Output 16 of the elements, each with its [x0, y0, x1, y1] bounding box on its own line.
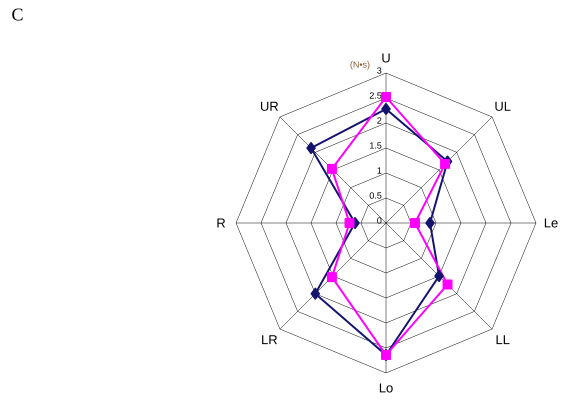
y-tick-label: 0: [377, 217, 382, 224]
spoke-label: Lo: [380, 383, 393, 393]
spoke-label: UL: [495, 102, 511, 111]
y-tick-label: 3: [377, 67, 382, 74]
spoke-label: UR: [260, 102, 278, 111]
spoke-label: LL: [496, 335, 510, 344]
y-tick-label: 1.5: [370, 142, 382, 149]
spoke-label: Le: [544, 218, 558, 228]
spoke-label: R: [217, 218, 226, 228]
text: C: [12, 8, 22, 21]
y-tick-label: 2: [377, 117, 382, 124]
y-tick-label: 0.5: [370, 192, 382, 199]
y-tick-label: 1: [378, 167, 382, 174]
spoke-label: LR: [262, 335, 278, 344]
text: (N•s): [350, 61, 370, 70]
spoke-label: U: [382, 53, 390, 63]
